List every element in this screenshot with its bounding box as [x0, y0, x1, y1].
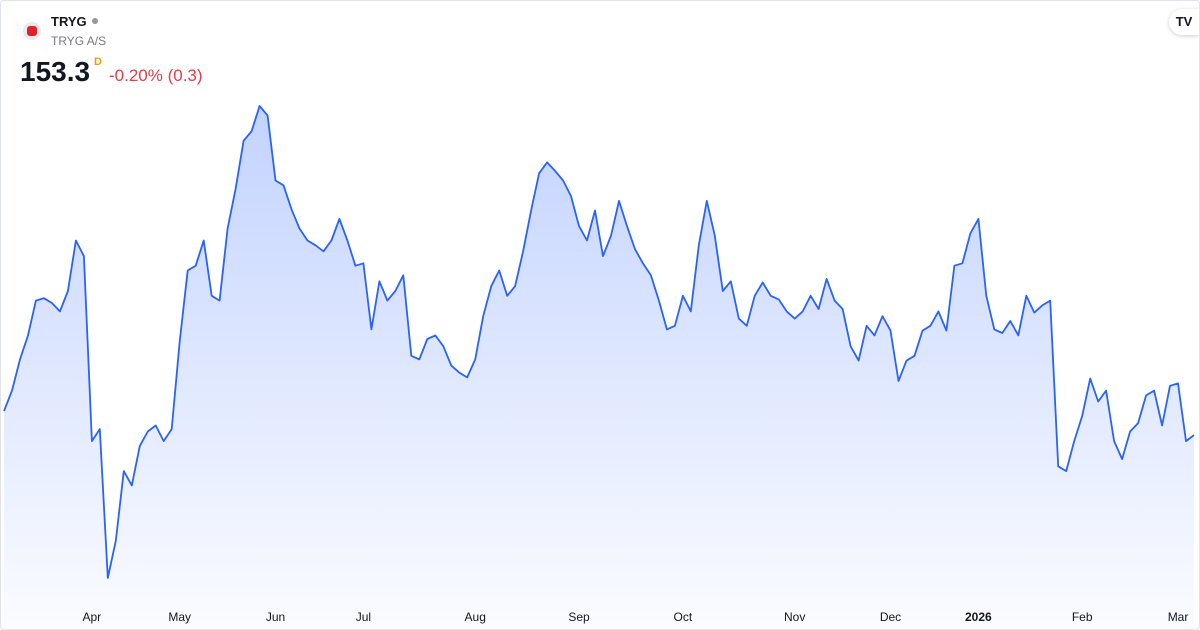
interval: D — [94, 56, 102, 68]
symbol[interactable]: TRYG — [51, 14, 87, 29]
x-tick-label: May — [168, 610, 191, 624]
area-fill — [4, 106, 1194, 629]
x-tick-label: Apr — [83, 610, 102, 624]
x-tick-label: Sep — [568, 610, 590, 624]
price-change: -0.20% (0.3) — [109, 66, 203, 85]
company-name: TRYG A/S — [51, 34, 107, 48]
x-tick-label: Aug — [465, 610, 486, 624]
price-line — [3, 105, 1195, 579]
brand-logo[interactable]: TV — [1169, 9, 1199, 35]
x-tick-label: 2026 — [965, 610, 992, 624]
x-tick-label: Jun — [266, 610, 285, 624]
x-tick-label: Dec — [880, 610, 901, 624]
status-dot — [92, 18, 98, 24]
x-tick-label: Nov — [784, 610, 805, 624]
x-tick-label: Mar — [1168, 610, 1189, 624]
x-tick-label: Oct — [674, 610, 693, 624]
x-tick-label: Feb — [1072, 610, 1093, 624]
symbol-logo — [23, 22, 41, 40]
x-tick-label: Jul — [356, 610, 371, 624]
price: 153.3 — [20, 56, 91, 87]
